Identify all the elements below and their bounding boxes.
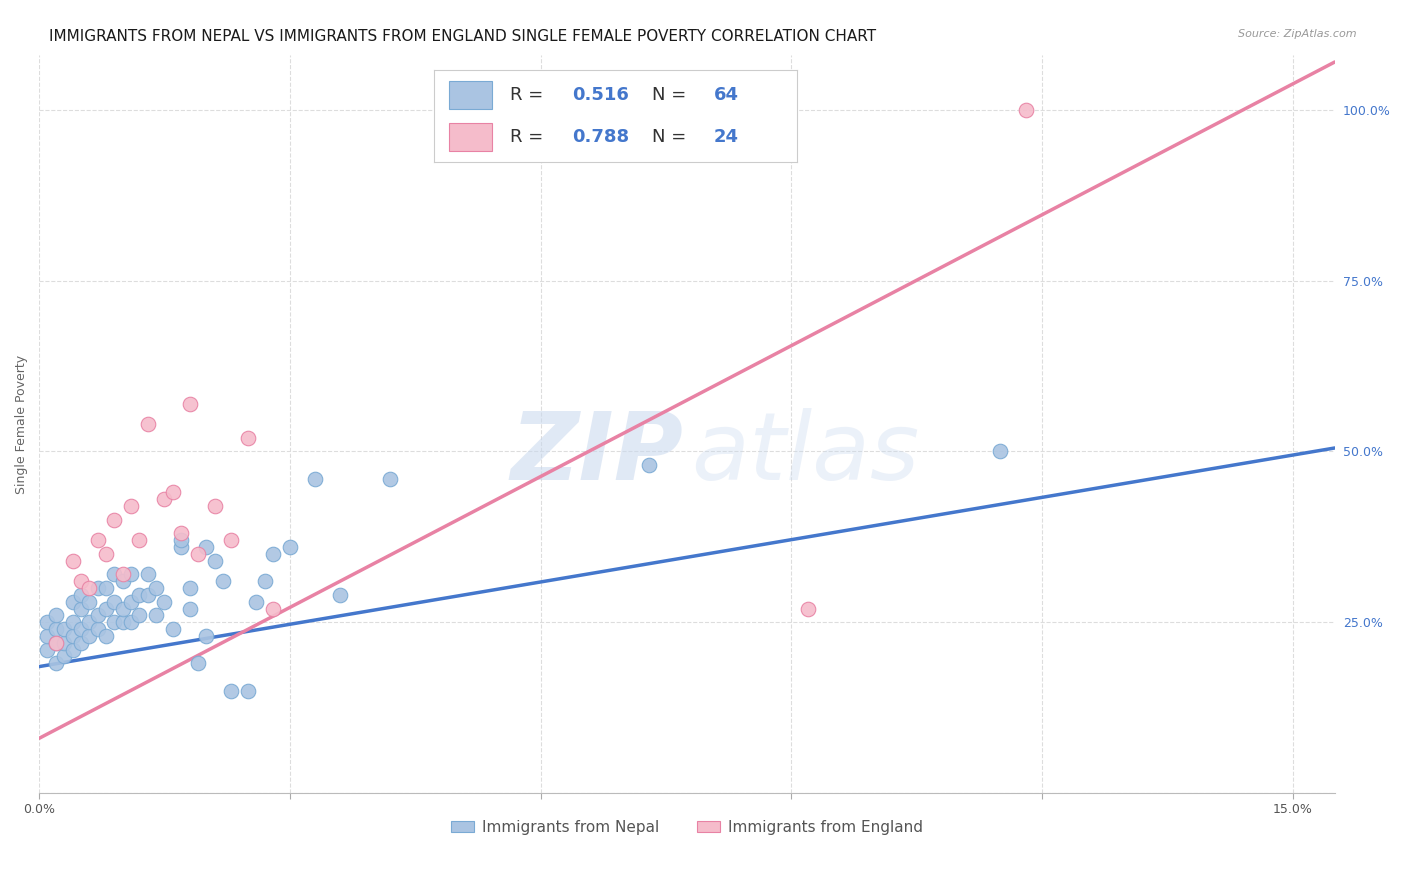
Point — [153, 595, 176, 609]
Point — [212, 574, 235, 589]
Point — [111, 567, 134, 582]
Point — [136, 417, 159, 431]
Point — [195, 540, 218, 554]
Point — [162, 485, 184, 500]
Point — [77, 581, 100, 595]
Point — [329, 588, 352, 602]
Point — [221, 683, 243, 698]
Point — [70, 574, 93, 589]
Point — [262, 547, 284, 561]
Point — [638, 458, 661, 472]
Point — [62, 629, 84, 643]
Point — [62, 642, 84, 657]
Point — [103, 615, 125, 630]
Point — [70, 635, 93, 649]
Point — [153, 492, 176, 507]
Point — [94, 601, 117, 615]
Point — [253, 574, 276, 589]
Point — [53, 622, 76, 636]
Point — [62, 554, 84, 568]
Point — [53, 635, 76, 649]
Point — [86, 622, 108, 636]
Point — [128, 608, 150, 623]
Point — [990, 444, 1012, 458]
Point — [94, 629, 117, 643]
Point — [45, 635, 67, 649]
Point — [262, 601, 284, 615]
Point — [136, 588, 159, 602]
Point — [37, 629, 59, 643]
Point — [170, 526, 193, 541]
Point — [162, 622, 184, 636]
Point — [77, 629, 100, 643]
Point — [86, 581, 108, 595]
Point — [94, 547, 117, 561]
Point — [128, 588, 150, 602]
Point — [45, 635, 67, 649]
Point — [86, 608, 108, 623]
Legend: Immigrants from Nepal, Immigrants from England: Immigrants from Nepal, Immigrants from E… — [446, 814, 929, 840]
Point — [120, 567, 142, 582]
Point — [70, 601, 93, 615]
Point — [103, 567, 125, 582]
Point — [236, 431, 259, 445]
Point — [128, 533, 150, 548]
Point — [195, 629, 218, 643]
Point — [120, 499, 142, 513]
Point — [179, 396, 201, 410]
Point — [94, 581, 117, 595]
Point — [204, 499, 226, 513]
Point — [170, 533, 193, 548]
Point — [62, 595, 84, 609]
Point — [187, 547, 209, 561]
Point — [204, 554, 226, 568]
Point — [45, 622, 67, 636]
Point — [62, 615, 84, 630]
Point — [120, 595, 142, 609]
Point — [70, 622, 93, 636]
Point — [179, 601, 201, 615]
Point — [45, 608, 67, 623]
Point — [70, 588, 93, 602]
Point — [797, 601, 820, 615]
Point — [179, 581, 201, 595]
Point — [111, 574, 134, 589]
Point — [304, 472, 326, 486]
Text: Source: ZipAtlas.com: Source: ZipAtlas.com — [1239, 29, 1357, 38]
Point — [77, 595, 100, 609]
Text: ZIP: ZIP — [510, 408, 683, 500]
Point — [170, 540, 193, 554]
Point — [236, 683, 259, 698]
Point — [37, 615, 59, 630]
Point — [103, 595, 125, 609]
Point — [1014, 103, 1036, 117]
Point — [221, 533, 243, 548]
Point — [380, 472, 402, 486]
Point — [187, 656, 209, 670]
Point — [136, 567, 159, 582]
Point — [278, 540, 301, 554]
Point — [103, 513, 125, 527]
Point — [45, 656, 67, 670]
Point — [53, 649, 76, 664]
Point — [111, 601, 134, 615]
Point — [77, 615, 100, 630]
Point — [145, 608, 167, 623]
Point — [120, 615, 142, 630]
Point — [145, 581, 167, 595]
Y-axis label: Single Female Poverty: Single Female Poverty — [15, 354, 28, 493]
Point — [86, 533, 108, 548]
Point — [630, 123, 652, 137]
Point — [245, 595, 267, 609]
Text: IMMIGRANTS FROM NEPAL VS IMMIGRANTS FROM ENGLAND SINGLE FEMALE POVERTY CORRELATI: IMMIGRANTS FROM NEPAL VS IMMIGRANTS FROM… — [49, 29, 876, 44]
Point — [111, 615, 134, 630]
Text: atlas: atlas — [690, 408, 920, 500]
Point — [37, 642, 59, 657]
